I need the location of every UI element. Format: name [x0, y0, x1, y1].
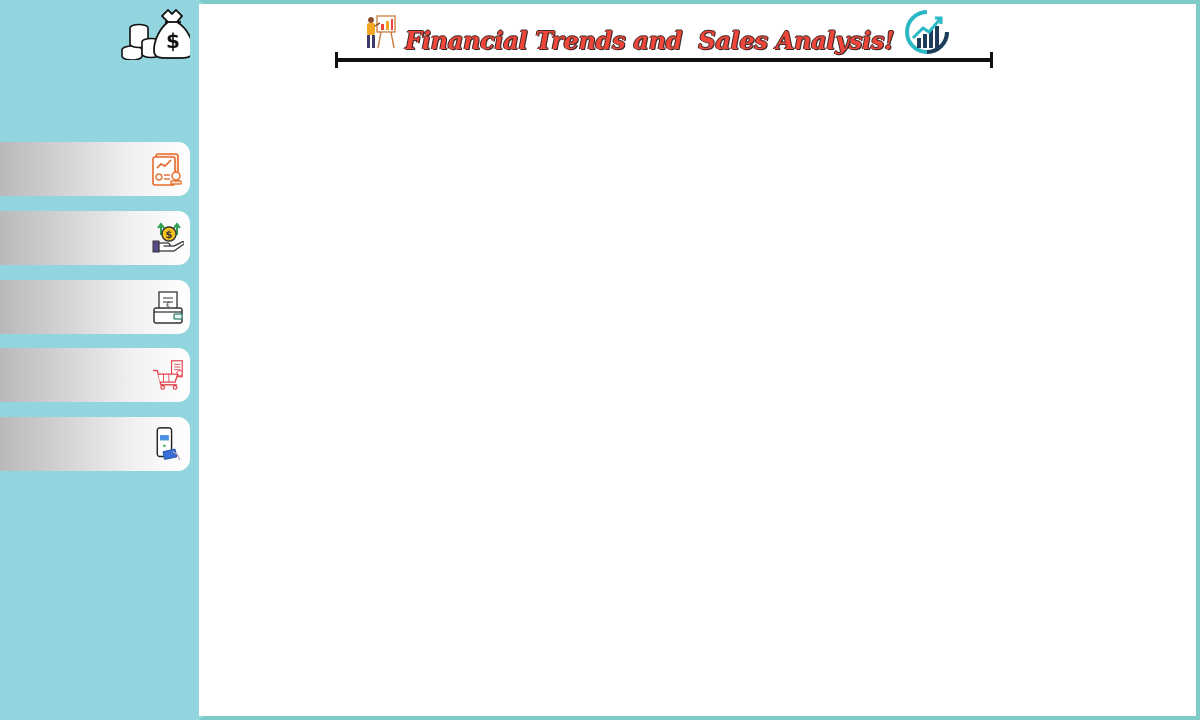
financial-report-icon — [152, 153, 182, 186]
sidebar: $ $ € — [0, 0, 199, 720]
presenter-chart-icon — [367, 15, 396, 49]
hand-dollar-growth-icon: $ — [152, 222, 184, 253]
nav-button-wallet-expenses[interactable]: € — [0, 280, 190, 334]
nav-button-sales-orders[interactable] — [0, 348, 190, 402]
money-bag-coins-icon: $ — [121, 9, 190, 60]
title-underline — [336, 58, 992, 62]
nav-button-financial-report[interactable] — [0, 142, 190, 196]
header: Financial Trends and Sales Analysis! — [335, 8, 995, 70]
page-title: Financial Trends and Sales Analysis! — [405, 26, 895, 55]
mobile-card-payment-icon — [156, 427, 181, 461]
svg-text:€: € — [166, 302, 170, 309]
svg-text:$: $ — [166, 29, 180, 53]
shopping-cart-invoice-icon — [152, 360, 183, 390]
title-rule-cap-right — [990, 52, 993, 68]
wallet-receipt-icon: € — [153, 291, 183, 324]
nav-button-mobile-payments[interactable] — [0, 417, 190, 471]
nav-button-revenue-growth[interactable]: $ — [0, 211, 190, 265]
growth-chart-icon — [905, 10, 949, 54]
svg-text:$: $ — [166, 230, 173, 241]
main-canvas — [199, 4, 1196, 716]
